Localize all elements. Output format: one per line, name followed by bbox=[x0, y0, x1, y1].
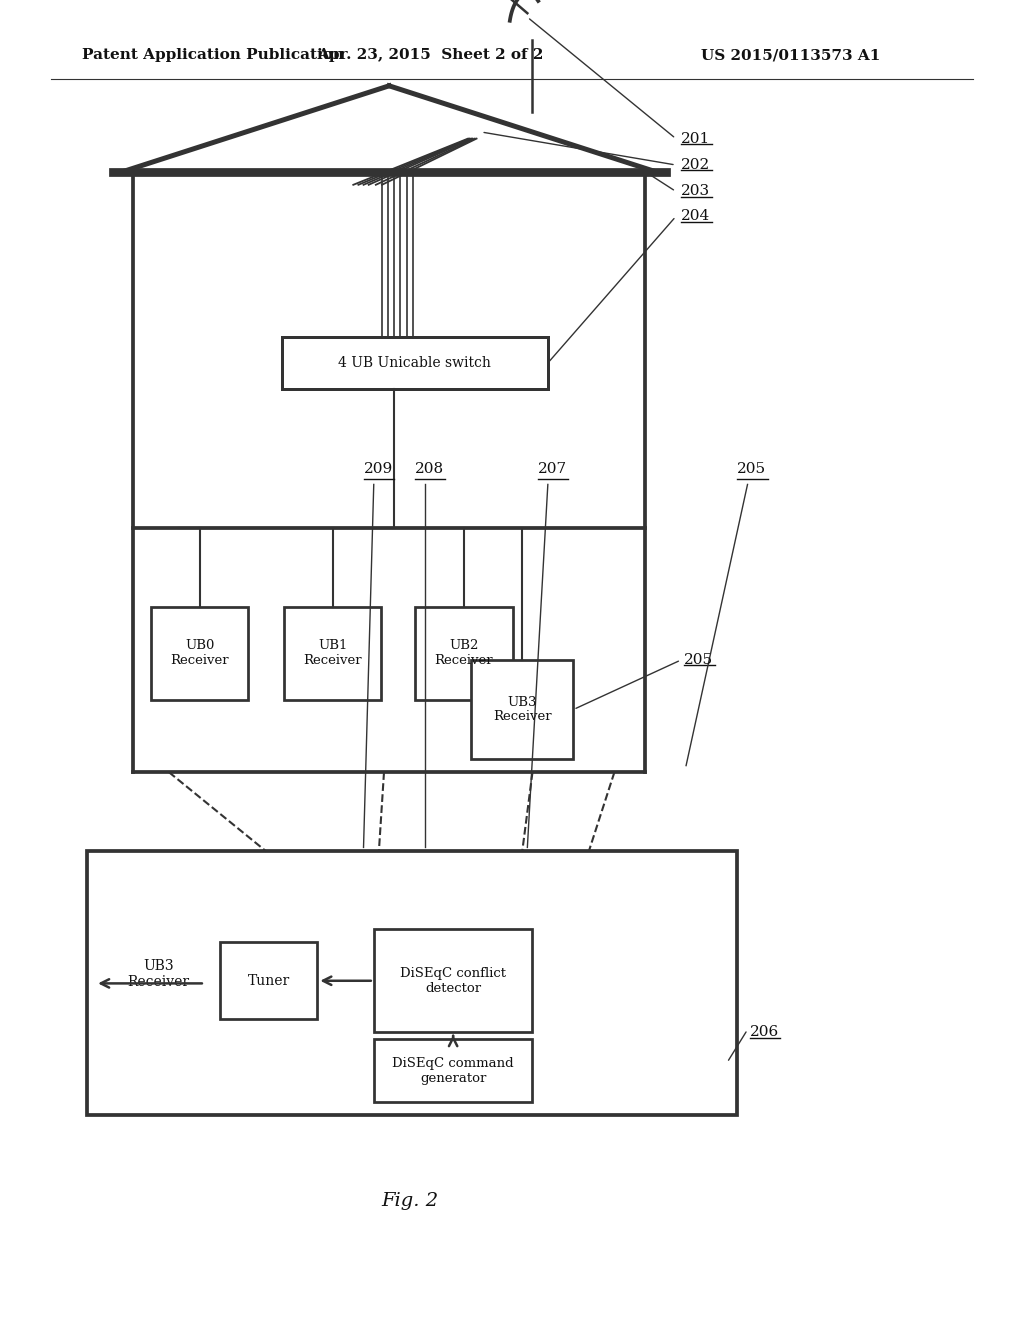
FancyBboxPatch shape bbox=[282, 337, 548, 389]
Text: 205: 205 bbox=[737, 462, 766, 475]
Text: Tuner: Tuner bbox=[248, 974, 290, 987]
Text: UB3
Receiver: UB3 Receiver bbox=[128, 960, 189, 989]
Text: 207: 207 bbox=[538, 462, 566, 475]
Text: DiSEqC command
generator: DiSEqC command generator bbox=[392, 1056, 514, 1085]
Text: US 2015/0113573 A1: US 2015/0113573 A1 bbox=[701, 49, 881, 62]
Text: 206: 206 bbox=[750, 1026, 779, 1039]
Text: DiSEqC conflict
detector: DiSEqC conflict detector bbox=[400, 966, 506, 995]
FancyBboxPatch shape bbox=[285, 607, 382, 700]
Text: 204: 204 bbox=[681, 210, 711, 223]
Text: UB3
Receiver: UB3 Receiver bbox=[493, 696, 552, 723]
Text: UB2
Receiver: UB2 Receiver bbox=[434, 639, 494, 668]
Text: 4 UB Unicable switch: 4 UB Unicable switch bbox=[338, 356, 492, 370]
FancyBboxPatch shape bbox=[374, 1039, 532, 1102]
Text: Patent Application Publication: Patent Application Publication bbox=[82, 49, 344, 62]
FancyBboxPatch shape bbox=[416, 607, 513, 700]
Text: 208: 208 bbox=[415, 462, 443, 475]
FancyBboxPatch shape bbox=[152, 607, 249, 700]
Text: 205: 205 bbox=[684, 653, 713, 667]
FancyBboxPatch shape bbox=[87, 851, 737, 1115]
Text: UB1
Receiver: UB1 Receiver bbox=[303, 639, 362, 668]
FancyBboxPatch shape bbox=[471, 660, 573, 759]
Text: UB0
Receiver: UB0 Receiver bbox=[170, 639, 229, 668]
Text: 202: 202 bbox=[681, 158, 711, 172]
Text: Fig. 2: Fig. 2 bbox=[381, 1192, 438, 1210]
Text: 209: 209 bbox=[364, 462, 393, 475]
Text: Apr. 23, 2015  Sheet 2 of 2: Apr. 23, 2015 Sheet 2 of 2 bbox=[316, 49, 544, 62]
Text: 201: 201 bbox=[681, 132, 711, 145]
FancyBboxPatch shape bbox=[374, 929, 532, 1032]
Text: 203: 203 bbox=[681, 185, 710, 198]
FancyBboxPatch shape bbox=[220, 942, 317, 1019]
